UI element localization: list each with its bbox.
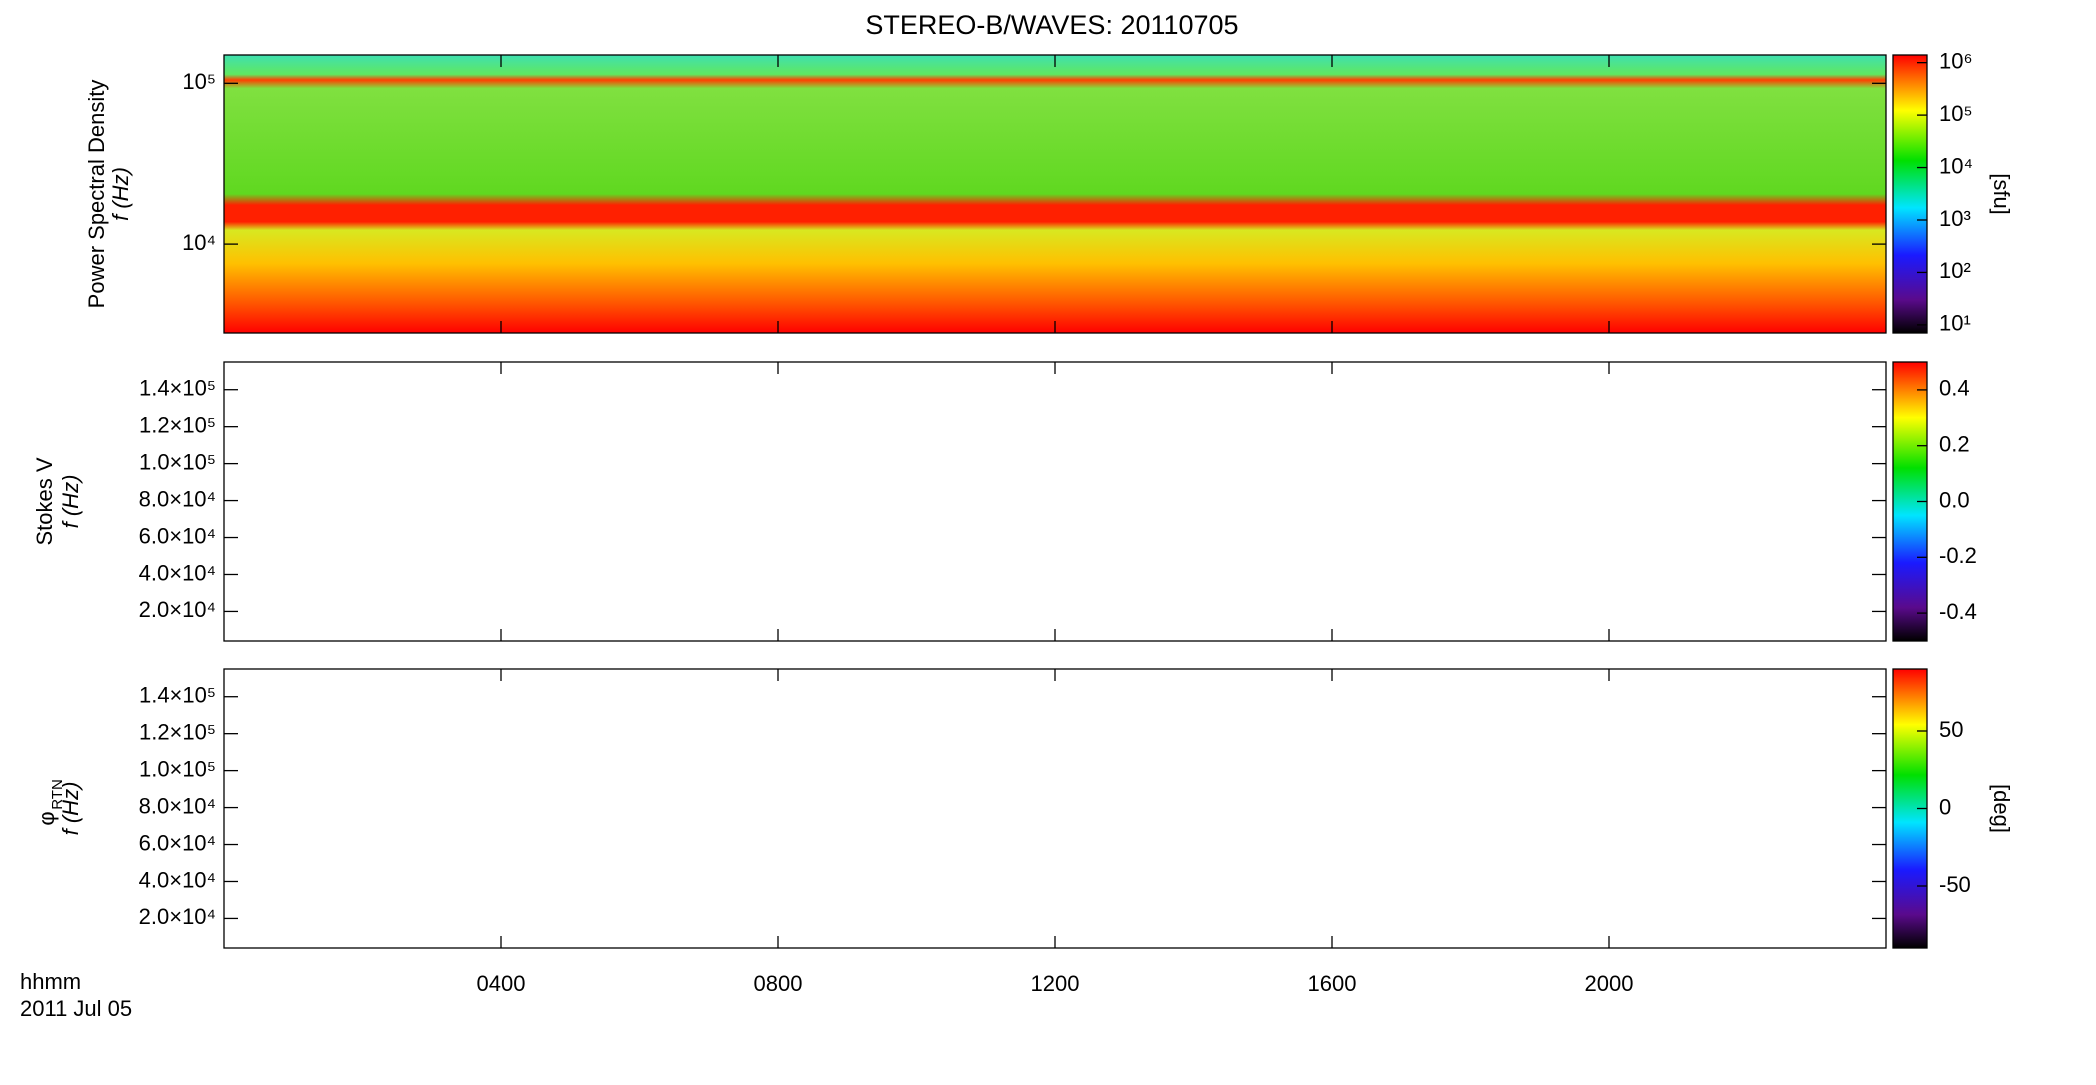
colorbar-tick-label: 10² (1939, 258, 1971, 283)
y-tick-label: 1.0×10⁵ (139, 449, 216, 474)
y-tick-label: 1.4×10⁵ (139, 376, 216, 401)
spectrogram-image (224, 55, 1886, 333)
y-axis-unit: f (Hz) (58, 782, 83, 836)
colorbar (1892, 54, 1928, 334)
date-label: 2011 Jul 05 (20, 996, 132, 1021)
plot-frame (223, 668, 1887, 949)
colorbar-label: [deg] (1989, 784, 2014, 833)
y-axis-unit: f (Hz) (108, 167, 133, 221)
y-axis-label-subscript: RTN (49, 779, 66, 810)
colorbar-label: [sfu] (1989, 173, 2014, 215)
colorbar-tick-label: 10³ (1939, 206, 1971, 231)
y-tick-label: 1.4×10⁵ (139, 683, 216, 708)
y-tick-label: 6.0×10⁴ (139, 523, 216, 548)
colorbar-tick-label: 50 (1939, 717, 1963, 742)
y-tick-label: 1.2×10⁵ (139, 719, 216, 744)
y-axis-label: Stokes V (32, 457, 57, 545)
y-tick-label: 6.0×10⁴ (139, 830, 216, 855)
colorbar-tick-label: 10⁴ (1939, 153, 1973, 178)
y-axis-label: φ (34, 811, 59, 825)
x-tick-label: 1600 (1308, 971, 1357, 996)
colorbar-tick-label: 0.0 (1939, 487, 1970, 512)
plot-frame (223, 361, 1887, 642)
y-tick-label: 2.0×10⁴ (139, 597, 216, 622)
chart-title: STEREO-B/WAVES: 20110705 (865, 10, 1238, 40)
colorbar-tick-label: 0.2 (1939, 432, 1970, 457)
x-tick-label: 0400 (477, 971, 526, 996)
y-tick-label: 1.2×10⁵ (139, 412, 216, 437)
x-axis-label: hhmm (20, 969, 81, 994)
y-tick-label: 1.0×10⁵ (139, 756, 216, 781)
y-tick-label: 2.0×10⁴ (139, 904, 216, 929)
x-tick-label: 0800 (754, 971, 803, 996)
y-tick-label: 4.0×10⁴ (139, 560, 216, 585)
y-tick-label: 10⁵ (182, 69, 216, 94)
colorbar-tick-label: 0.4 (1939, 376, 1970, 401)
colorbar-tick-label: -0.4 (1939, 599, 1977, 624)
y-tick-label: 4.0×10⁴ (139, 867, 216, 892)
colorbar-tick-label: 10¹ (1939, 311, 1971, 336)
colorbar-tick-label: -0.2 (1939, 543, 1977, 568)
colorbar-tick-label: 10⁵ (1939, 101, 1973, 126)
y-axis-label: Power Spectral Density (84, 80, 109, 309)
x-tick-label: 1200 (1031, 971, 1080, 996)
y-tick-label: 8.0×10⁴ (139, 793, 216, 818)
colorbar-tick-label: -50 (1939, 872, 1971, 897)
y-tick-label: 8.0×10⁴ (139, 486, 216, 511)
colorbar-tick-label: 10⁶ (1939, 48, 1973, 73)
x-tick-label: 2000 (1585, 971, 1634, 996)
y-tick-label: 10⁴ (182, 230, 216, 255)
colorbar-tick-label: 0 (1939, 794, 1951, 819)
y-axis-unit: f (Hz) (58, 475, 83, 529)
